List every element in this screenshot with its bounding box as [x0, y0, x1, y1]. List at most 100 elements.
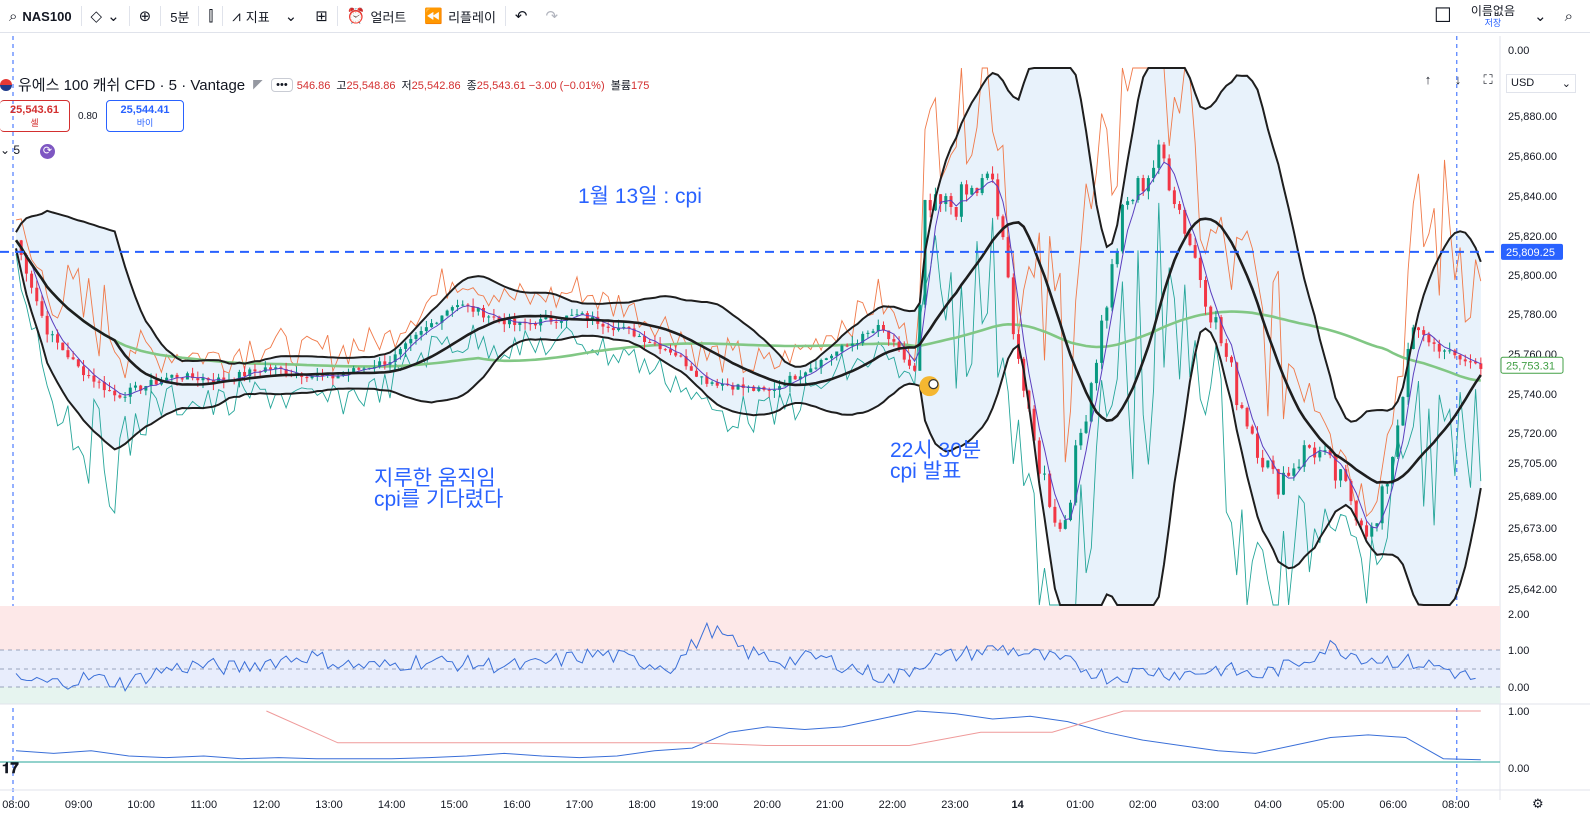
candle-body: [1333, 455, 1337, 481]
candle-body: [824, 358, 828, 360]
interval-chip[interactable]: ⌄ 5: [0, 143, 20, 157]
toolbar-right: ☐ 이름없음 저장 ⌄ ⌕: [1425, 0, 1590, 32]
candle-body: [694, 370, 698, 377]
alerts-button[interactable]: ⏰ 얼러트: [338, 0, 416, 32]
osc1-tick-label: 0.00: [1508, 682, 1529, 694]
candle-body: [1281, 472, 1285, 495]
candle-body: [575, 314, 579, 316]
candle-body: [97, 381, 101, 383]
low-value: 25,542.86: [411, 79, 461, 92]
search-icon: ⌕: [1564, 7, 1573, 25]
layouts-button[interactable]: ⊞: [306, 0, 337, 32]
candle-body: [482, 307, 486, 318]
time-tick-label: 17:00: [566, 799, 594, 811]
time-tick-label: 08:00: [2, 799, 30, 811]
save-layout-button[interactable]: 이름없음 저장: [1461, 5, 1525, 28]
volume-label: 볼륨: [610, 79, 631, 92]
candle-body: [741, 384, 745, 388]
watchlist-button[interactable]: ◇ ⌄: [82, 0, 129, 32]
time-tick-label: 06:00: [1379, 799, 1407, 811]
candle-body: [222, 377, 226, 381]
replay-button[interactable]: ⏪ 리플레이: [415, 0, 505, 32]
candle-body: [253, 369, 257, 372]
annotation-boring[interactable]: 지루한 움직임 cpi를 기다렸다: [374, 467, 504, 511]
candle-body: [393, 354, 397, 363]
divider: [336, 6, 338, 26]
undo-icon: ↶: [514, 7, 528, 25]
candle-body: [985, 173, 989, 179]
candle-body: [331, 374, 335, 379]
sell-label: 셀: [30, 118, 39, 128]
time-tick-label: 12:00: [253, 799, 281, 811]
time-tick-label: 18:00: [628, 799, 656, 811]
candle-body: [102, 382, 106, 391]
symbol-search[interactable]: ⌕ NAS100: [0, 0, 81, 32]
undo-button[interactable]: ↶: [506, 0, 537, 32]
indicators-button[interactable]: ⩘ 지표 ⌄: [223, 0, 306, 32]
candle-body: [1354, 501, 1358, 521]
annotation-cpi-title[interactable]: 1월 13일 : cpi: [578, 185, 702, 208]
candle-body: [1115, 251, 1119, 265]
time-tick-label: 22:00: [879, 799, 907, 811]
time-tick-label: 16:00: [503, 799, 531, 811]
price-label-text: 25,809.25: [1506, 247, 1555, 259]
price-tick-label: 25,689.00: [1508, 491, 1557, 503]
arrow-down-icon[interactable]: ↓: [1454, 72, 1462, 87]
currency-select[interactable]: USD ⌄: [1506, 74, 1576, 93]
chevron-down-icon: ⌄: [0, 143, 11, 157]
sell-price: 25,543.61: [10, 104, 59, 116]
candle-body: [830, 355, 834, 359]
candle-body: [861, 333, 865, 344]
short-ma-line: [15, 161, 1482, 529]
compare-button[interactable]: ⊕: [130, 0, 161, 32]
candle-body: [658, 343, 662, 350]
price-tick-label: 25,720.00: [1508, 428, 1557, 440]
candle-body: [928, 200, 932, 211]
candle-body: [435, 322, 439, 324]
candle-body: [871, 331, 875, 333]
annotation-release[interactable]: 22시 30분 cpi 발표: [890, 439, 982, 483]
more-menu-button[interactable]: ⌕: [1556, 0, 1582, 32]
arrow-up-icon[interactable]: ↑: [1424, 72, 1432, 87]
candle-body: [50, 334, 54, 336]
refresh-icon[interactable]: ⟳: [40, 144, 55, 159]
candle-body: [502, 319, 506, 325]
candle-body: [1287, 472, 1291, 476]
fullscreen-icon[interactable]: ⛶: [1483, 72, 1493, 87]
candle-body: [1297, 466, 1301, 469]
candle-body: [372, 366, 376, 369]
price-label-box: [1501, 243, 1563, 260]
redo-button[interactable]: ↷: [537, 0, 568, 32]
price-tick-label: 25,673.00: [1508, 523, 1557, 535]
candle-body: [507, 318, 511, 325]
candle-body: [887, 330, 891, 340]
legend-more-button[interactable]: •••: [271, 77, 293, 92]
currency-label: USD: [1511, 77, 1535, 89]
candle-body: [1240, 405, 1244, 408]
candle-body: [191, 373, 195, 379]
layout-menu-button[interactable]: ⌄: [1525, 0, 1556, 32]
envelope-lower-line: [15, 202, 1482, 606]
candle-body: [850, 343, 854, 346]
sell-button[interactable]: 25,543.61 셀: [0, 100, 70, 132]
layout-toggle[interactable]: ☐: [1425, 0, 1461, 32]
candle-body: [1349, 480, 1353, 502]
buy-button[interactable]: 25,544.41 바이: [106, 100, 184, 132]
candle-body: [559, 320, 563, 323]
interval-button[interactable]: 5분: [161, 0, 198, 32]
chart-type-button[interactable]: ⫿: [199, 0, 222, 32]
candle-body: [1479, 363, 1483, 369]
price-tick-label: 25,705.00: [1508, 458, 1557, 470]
candle-body: [201, 378, 205, 381]
candle-body: [653, 342, 657, 344]
candle-body: [798, 376, 802, 380]
time-tick-label: 23:00: [941, 799, 969, 811]
candle-body: [1375, 523, 1379, 527]
osc-oversold-band: [0, 687, 1500, 704]
settings-icon[interactable]: ⚙: [1532, 796, 1544, 811]
time-tick-label: 15:00: [440, 799, 468, 811]
candle-body: [970, 187, 974, 195]
candle-body: [1474, 361, 1478, 364]
candle-body: [113, 390, 117, 396]
